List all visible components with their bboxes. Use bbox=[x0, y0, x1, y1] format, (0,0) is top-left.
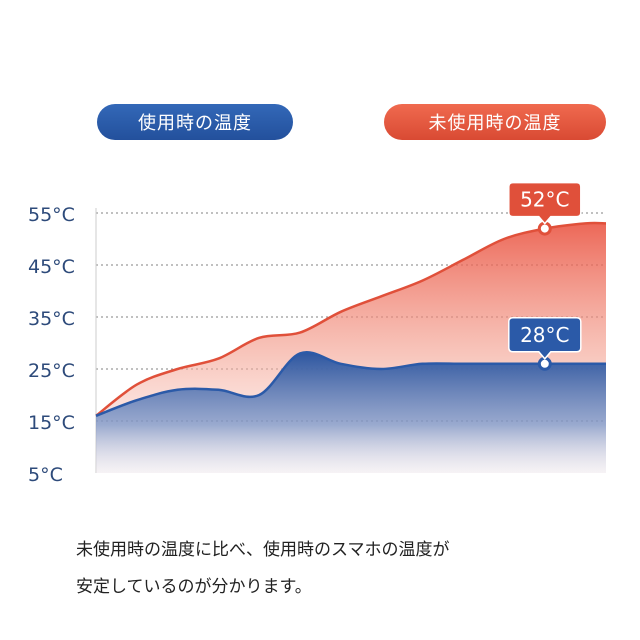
y-axis-ticks: 5°C 15°C 25°C 35°C 45°C 55°C bbox=[28, 204, 75, 486]
y-tick-label: 15°C bbox=[28, 412, 75, 434]
used-temperature-area bbox=[96, 352, 606, 473]
y-tick-label: 45°C bbox=[28, 256, 75, 278]
caption: 未使用時の温度に比べ、使用時のスマホの温度が 安定しているのが分かります。 bbox=[76, 532, 616, 606]
used-peak-callout bbox=[508, 317, 582, 360]
y-tick-label: 55°C bbox=[28, 204, 75, 226]
caption-line-1: 未使用時の温度に比べ、使用時のスマホの温度が bbox=[76, 540, 450, 560]
temperature-chart: 5°C 15°C 25°C 35°C 45°C 55°C 52°C 28°C bbox=[28, 181, 607, 486]
legend-unused-temperature: 未使用時の温度 bbox=[384, 104, 606, 140]
used-peak-label: 28°C bbox=[520, 323, 569, 347]
y-tick-label: 5°C bbox=[28, 464, 63, 486]
legend-unused-label: 未使用時の温度 bbox=[428, 113, 562, 134]
unused-peak-label: 52°C bbox=[520, 188, 569, 212]
data-markers: 52°C 28°C bbox=[508, 181, 582, 371]
legend-used-temperature: 使用時の温度 bbox=[97, 104, 293, 140]
y-tick-label: 25°C bbox=[28, 360, 75, 382]
legend-used-label: 使用時の温度 bbox=[138, 113, 252, 134]
caption-line-2: 安定しているのが分かります。 bbox=[76, 577, 312, 597]
unused-peak-callout bbox=[508, 181, 582, 225]
y-tick-label: 35°C bbox=[28, 308, 75, 330]
